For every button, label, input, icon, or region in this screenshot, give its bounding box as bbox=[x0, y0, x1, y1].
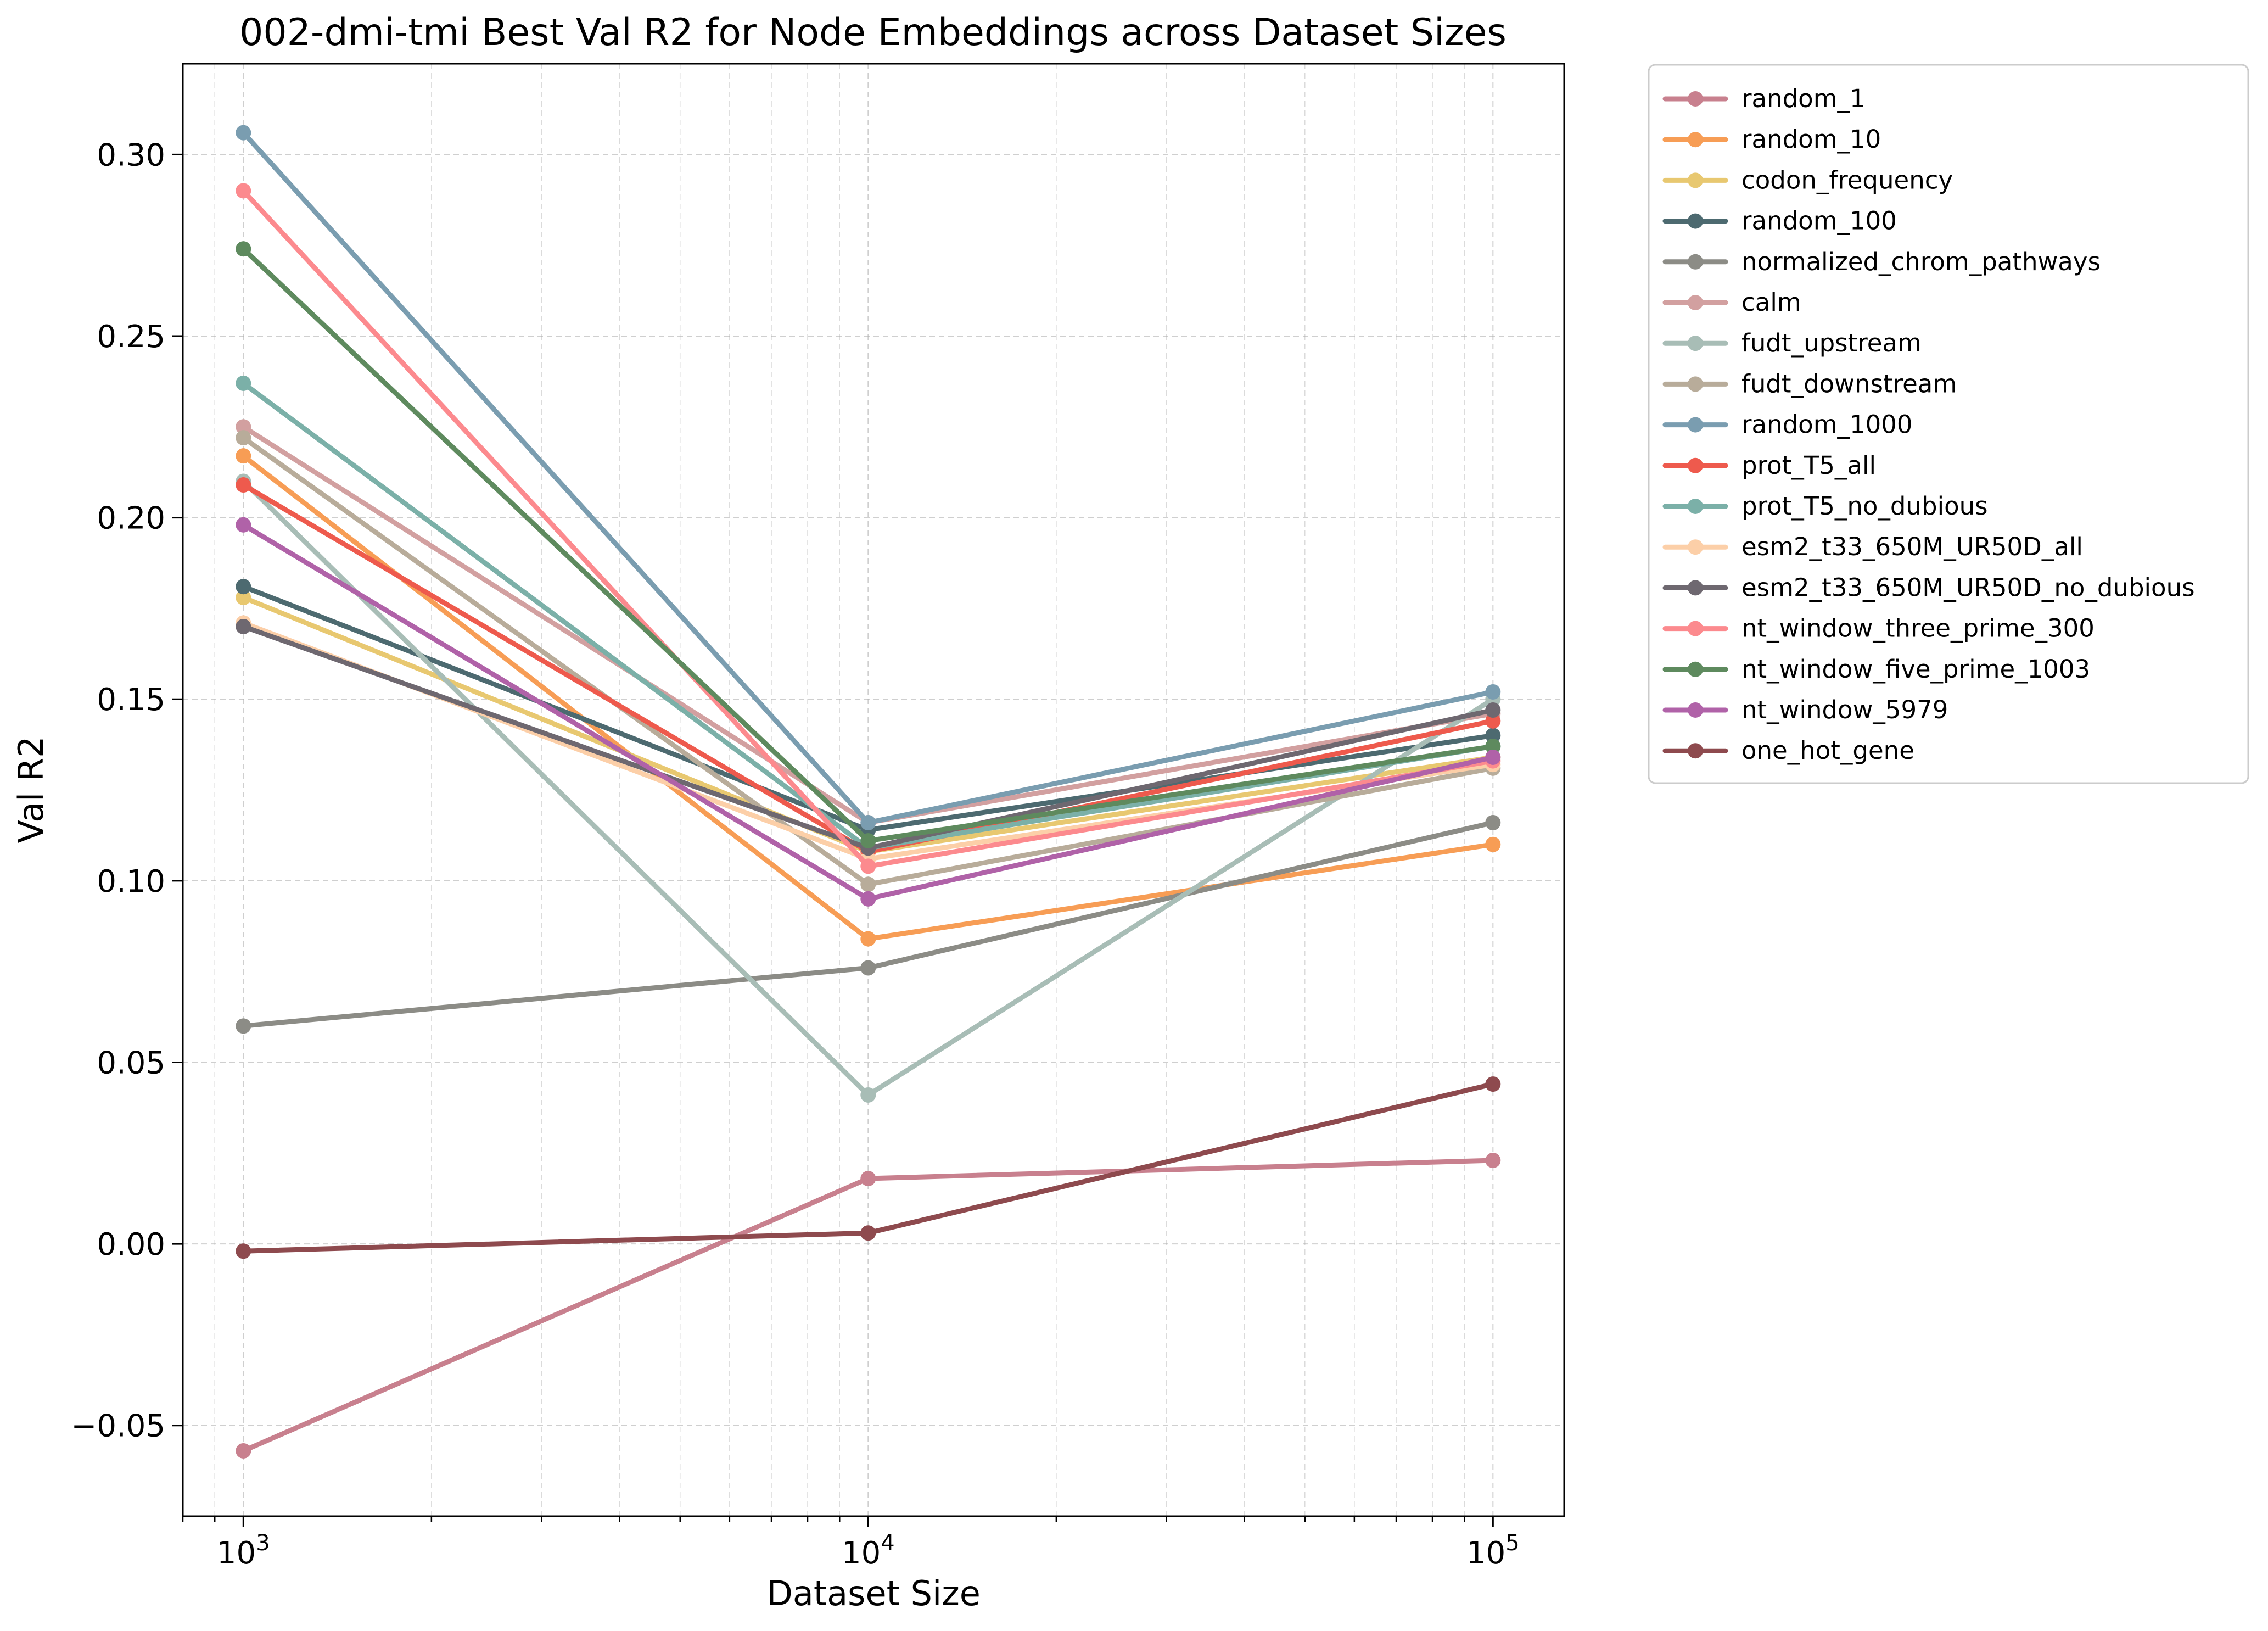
x-axis: 103 104 105 bbox=[182, 1516, 1520, 1571]
legend-marker bbox=[1688, 254, 1703, 270]
legend-marker bbox=[1688, 417, 1703, 433]
y-tick-label: 0.30 bbox=[97, 137, 165, 173]
data-point bbox=[236, 517, 251, 533]
legend-marker bbox=[1688, 91, 1703, 107]
legend-marker bbox=[1688, 457, 1703, 473]
legend-marker bbox=[1688, 621, 1703, 636]
data-point bbox=[236, 241, 251, 257]
data-point bbox=[1485, 713, 1501, 729]
data-point bbox=[236, 590, 251, 606]
legend-marker bbox=[1688, 580, 1703, 596]
data-point bbox=[1485, 1152, 1501, 1168]
data-point bbox=[860, 960, 876, 976]
data-point bbox=[860, 833, 876, 849]
chart-title: 002-dmi-tmi Best Val R2 for Node Embeddi… bbox=[239, 11, 1507, 54]
legend: random_1 random_10 codon_frequency random_1… bbox=[1648, 64, 2249, 784]
data-point bbox=[1485, 739, 1501, 755]
data-point bbox=[860, 815, 876, 831]
legend-marker bbox=[1688, 295, 1703, 310]
legend-label: esm2_t33_650M_UR50D_all bbox=[1741, 532, 2083, 561]
legend-marker bbox=[1688, 132, 1703, 148]
legend-label: fudt_downstream bbox=[1741, 369, 1957, 398]
data-point bbox=[236, 1018, 251, 1034]
data-point bbox=[1485, 728, 1501, 744]
data-point bbox=[236, 618, 251, 634]
legend-label: fudt_upstream bbox=[1741, 328, 1922, 358]
legend-label: codon_frequency bbox=[1741, 165, 1953, 194]
data-point bbox=[1485, 815, 1501, 831]
x-axis-label: Dataset Size bbox=[766, 1573, 981, 1613]
legend-label: random_1 bbox=[1741, 84, 1866, 113]
data-point bbox=[860, 1171, 876, 1187]
legend-label: calm bbox=[1741, 288, 1801, 317]
data-point bbox=[860, 876, 876, 892]
legend-marker bbox=[1688, 661, 1703, 677]
x-tick-label: 105 bbox=[1466, 1531, 1520, 1571]
data-point bbox=[236, 448, 251, 464]
legend-marker bbox=[1688, 499, 1703, 514]
plot-frame bbox=[182, 63, 1565, 1517]
y-tick-label: 0.00 bbox=[97, 1227, 165, 1263]
data-point bbox=[1485, 836, 1501, 852]
legend-label: random_100 bbox=[1741, 206, 1897, 236]
legend-label: prot_T5_no_dubious bbox=[1741, 491, 1988, 521]
data-point bbox=[236, 419, 251, 435]
y-tick-label: 0.10 bbox=[97, 864, 165, 900]
y-axis: −0.05 0.00 0.05 0.10 0.15 0.20 0.25 0.30 bbox=[71, 137, 183, 1444]
data-point bbox=[236, 375, 251, 391]
series-layer bbox=[236, 125, 1501, 1459]
data-point bbox=[860, 1225, 876, 1241]
data-point bbox=[236, 183, 251, 199]
legend-marker bbox=[1688, 743, 1703, 759]
data-point bbox=[236, 125, 251, 141]
y-tick-label: 0.25 bbox=[97, 319, 165, 355]
legend-label: normalized_chrom_pathways bbox=[1741, 247, 2101, 276]
legend-label: nt_window_five_prime_1003 bbox=[1741, 655, 2090, 684]
legend-marker bbox=[1688, 539, 1703, 555]
legend-marker bbox=[1688, 376, 1703, 392]
legend-marker bbox=[1688, 213, 1703, 229]
data-point bbox=[860, 858, 876, 874]
data-point bbox=[236, 579, 251, 595]
legend-label: prot_T5_all bbox=[1741, 451, 1876, 480]
data-point bbox=[236, 477, 251, 493]
legend-label: nt_window_5979 bbox=[1741, 695, 1948, 724]
y-tick-label: −0.05 bbox=[71, 1409, 165, 1444]
legend-marker bbox=[1688, 172, 1703, 188]
data-point bbox=[1485, 1076, 1501, 1092]
y-tick-label: 0.20 bbox=[97, 501, 165, 537]
y-tick-label: 0.15 bbox=[97, 682, 165, 718]
data-point bbox=[236, 1443, 251, 1459]
data-point bbox=[860, 1087, 876, 1103]
data-point bbox=[236, 1243, 251, 1259]
legend-marker bbox=[1688, 702, 1703, 718]
data-point bbox=[1485, 749, 1501, 765]
data-point bbox=[860, 891, 876, 907]
y-tick-label: 0.05 bbox=[97, 1045, 165, 1081]
data-point bbox=[1485, 702, 1501, 718]
y-axis-label: Val R2 bbox=[11, 736, 51, 843]
legend-label: nt_window_three_prime_300 bbox=[1741, 614, 2095, 643]
data-point bbox=[1485, 684, 1501, 700]
legend-frame bbox=[1648, 64, 2249, 784]
legend-label: random_10 bbox=[1741, 125, 1881, 154]
data-point bbox=[236, 430, 251, 446]
x-tick-label: 104 bbox=[842, 1531, 895, 1571]
data-point bbox=[860, 931, 876, 947]
legend-label: esm2_t33_650M_UR50D_no_dubious bbox=[1741, 573, 2195, 602]
x-tick-label: 103 bbox=[217, 1531, 270, 1571]
legend-marker bbox=[1688, 336, 1703, 351]
legend-label: random_1000 bbox=[1741, 410, 1913, 439]
legend-label: one_hot_gene bbox=[1741, 736, 1914, 765]
